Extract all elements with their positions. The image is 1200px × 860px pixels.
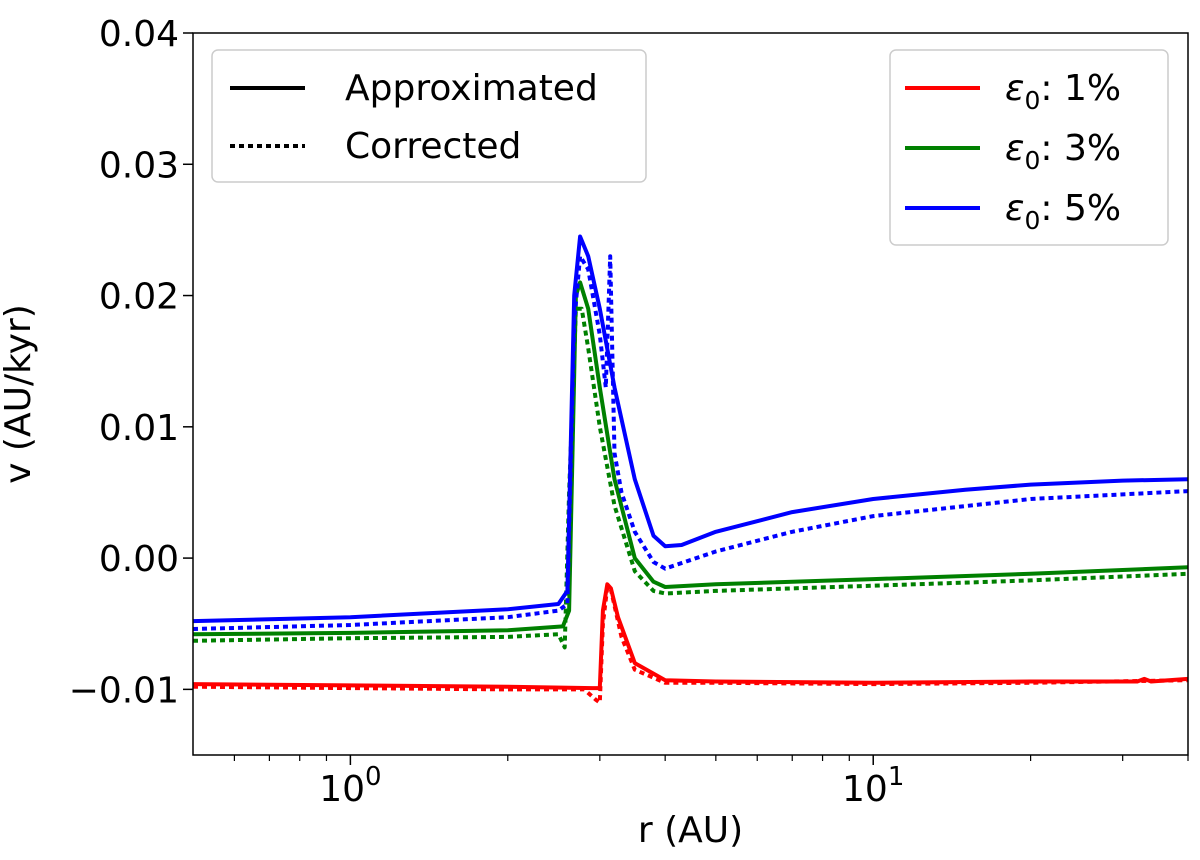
legend-series-symbol-1: ε (1005, 128, 1024, 169)
legend-style-label-1: Corrected (345, 126, 521, 167)
x-tick-base-1: 10 (842, 769, 888, 810)
x-axis-label: r (AU) (638, 810, 743, 851)
legend-series-sub-2: 0 (1024, 206, 1040, 235)
y-axis-label: v (AU/kyr) (0, 304, 39, 484)
series-line-0 (193, 582, 1188, 691)
y-tick-label-2: 0.01 (99, 408, 179, 449)
y-tick-label-0: −0.01 (69, 670, 179, 711)
legend-style-label-0: Approximated (345, 68, 598, 109)
series-group (193, 234, 1188, 705)
series-layer (193, 234, 1188, 705)
series-line-1 (193, 585, 1188, 705)
x-tick-exp-0: 0 (365, 762, 382, 792)
series-line-3 (193, 306, 1188, 650)
y-tick-label-5: 0.04 (99, 14, 179, 55)
x-tick-label-0: 100 (319, 762, 381, 810)
legend-series-text-0: : 1% (1040, 68, 1121, 109)
legend-series-symbol-2: ε (1005, 188, 1024, 229)
legend-series-text-1: : 3% (1040, 128, 1121, 169)
legend-series-symbol-0: ε (1005, 68, 1024, 109)
y-tick-label-1: 0.00 (99, 539, 179, 580)
legend-series-sub-0: 0 (1024, 86, 1040, 115)
legend-series-label-0: ε0: 1% (1005, 68, 1121, 115)
series-line-5 (193, 254, 1188, 631)
y-tick-label-4: 0.03 (99, 145, 179, 186)
y-tick-label-3: 0.02 (99, 277, 179, 318)
series-line-4 (193, 234, 1188, 624)
x-tick-label-1: 101 (842, 762, 904, 810)
legend-series-sub-1: 0 (1024, 146, 1040, 175)
legend-series-label-2: ε0: 5% (1005, 188, 1121, 235)
plot-frame (192, 32, 1189, 756)
x-tick-exp-1: 1 (888, 762, 905, 792)
series-line-2 (193, 280, 1188, 637)
x-tick-base-0: 10 (319, 769, 365, 810)
legend-series-text-2: : 5% (1040, 188, 1121, 229)
legend-series-box (889, 49, 1169, 246)
legend-series-label-1: ε0: 3% (1005, 128, 1121, 175)
legend-style-box (211, 49, 647, 183)
